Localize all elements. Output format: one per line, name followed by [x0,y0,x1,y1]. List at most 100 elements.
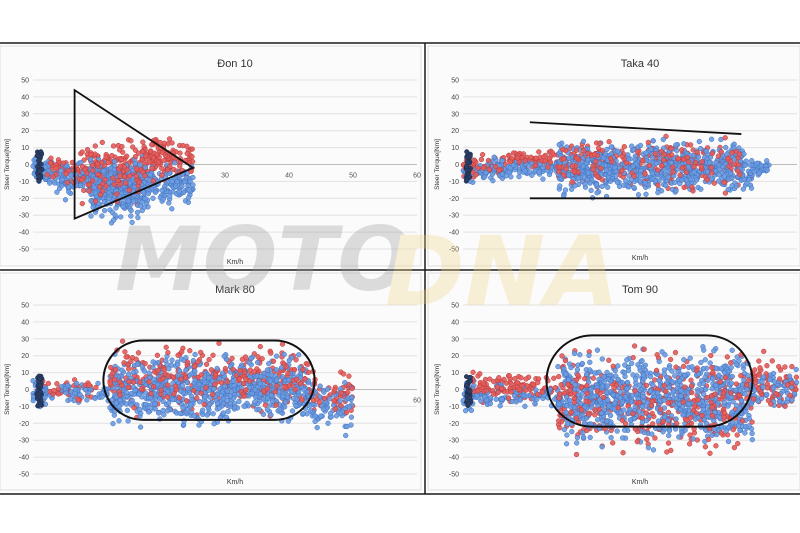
data-point-blue [563,441,570,447]
data-point-blue [172,160,178,166]
data-point-blue [129,219,135,226]
data-point-red [692,159,699,166]
data-point-blue [725,186,731,193]
data-point-red [480,165,486,171]
data-point-blue [569,428,575,435]
data-point-blue [150,364,156,371]
data-point-red [147,159,153,165]
data-point-blue [289,408,296,414]
data-point-blue [159,187,165,194]
data-point-red [123,180,129,186]
data-point-red [224,379,230,385]
data-point-blue [594,347,601,353]
y-tick-label: 10 [21,145,29,152]
data-point-blue [650,447,657,453]
data-point-red [111,181,117,188]
data-point-blue [487,400,494,407]
data-point-red [332,387,338,393]
data-point-red [680,156,687,163]
data-point-blue [130,369,136,376]
data-point-blue [257,373,264,380]
data-point-blue [615,363,621,369]
data-point-blue [687,176,694,182]
data-point-blue [666,432,672,439]
data-point-red [88,151,94,158]
data-point-blue [134,209,141,216]
data-point-blue [491,154,497,160]
data-point-red [514,155,521,161]
data-point-red [178,376,184,382]
data-point-blue [221,353,227,359]
data-point-blue [737,387,743,393]
data-point-blue [587,434,593,441]
data-point-red [146,379,152,385]
data-point-blue [241,403,247,409]
data-point-blue [157,396,163,402]
data-point-dark [35,152,41,158]
data-point-red [139,156,145,163]
data-point-red [569,179,575,185]
data-point-blue [285,418,292,424]
data-point-red [229,355,235,362]
data-point-blue [120,203,126,210]
data-point-blue [190,182,196,188]
data-point-blue [116,418,122,424]
data-point-red [210,352,216,358]
data-point-blue [112,212,118,218]
data-point-red [618,168,625,174]
data-point-red [86,382,92,388]
data-point-red [159,165,165,172]
data-point-red [704,177,710,183]
data-point-blue [676,434,682,440]
data-point-red [670,164,676,170]
x-tick-label: 60 [413,398,421,405]
x-tick-label: 30 [221,173,229,180]
data-point-blue [184,379,190,386]
data-point-red [270,358,277,364]
data-point-blue [566,397,573,403]
data-point-red [107,364,114,371]
data-point-blue [346,404,353,410]
data-point-blue [716,178,722,184]
data-point-red [150,383,157,390]
data-point-red [345,389,351,396]
data-point-blue [118,214,124,220]
data-point-dark [37,383,43,389]
data-point-red [206,356,212,363]
data-point-blue [182,179,188,185]
data-point-blue [211,421,217,427]
data-point-blue [147,374,153,381]
data-point-blue [695,389,701,395]
data-point-blue [204,412,210,418]
data-point-red [650,421,656,427]
data-point-blue [585,170,591,176]
data-point-blue [555,363,561,370]
y-tick-label: -20 [449,196,459,203]
data-point-red [119,143,125,150]
data-point-red [722,190,729,196]
data-point-blue [702,357,708,363]
data-point-red [293,357,299,363]
data-point-blue [278,365,285,371]
data-point-blue [300,410,306,417]
data-point-blue [585,157,591,163]
y-tick-label: 40 [21,319,29,326]
data-point-red [585,150,591,157]
data-point-blue [614,179,621,185]
data-point-red [709,170,715,176]
data-point-red [479,151,486,158]
data-point-red [162,153,169,159]
data-point-red [90,167,96,174]
data-point-blue [650,170,656,177]
data-point-blue [254,359,261,366]
data-point-red [230,366,236,373]
x-tick-label: 60 [413,173,421,180]
data-point-blue [741,377,747,383]
data-point-red [677,172,683,178]
data-point-blue [561,426,568,433]
data-point-dark [38,389,43,395]
data-point-red [135,350,142,356]
data-point-red [195,374,201,380]
data-point-blue [557,183,563,189]
